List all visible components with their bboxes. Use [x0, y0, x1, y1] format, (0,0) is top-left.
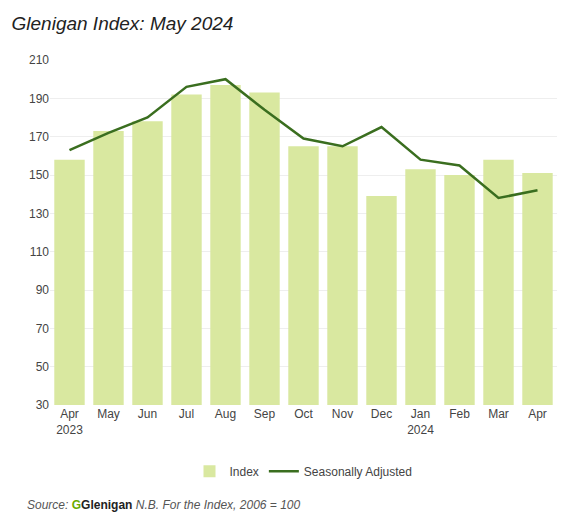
- svg-text:Aug: Aug: [215, 407, 236, 421]
- svg-text:Nov: Nov: [332, 407, 353, 421]
- svg-text:110: 110: [30, 245, 49, 259]
- svg-text:Source: GGlenigan N.B. For the: Source: GGlenigan N.B. For the Index, 20…: [27, 498, 300, 512]
- svg-text:Feb: Feb: [449, 407, 470, 421]
- svg-text:Sep: Sep: [254, 407, 276, 421]
- svg-text:150: 150: [29, 168, 49, 182]
- svg-text:210: 210: [29, 53, 49, 67]
- svg-text:Apr2023: Apr2023: [56, 407, 83, 437]
- svg-text:Seasonally Adjusted: Seasonally Adjusted: [304, 465, 412, 479]
- svg-text:50: 50: [36, 360, 50, 374]
- svg-text:Jan2024: Jan2024: [407, 407, 434, 437]
- svg-text:Glenigan Index: May 2024: Glenigan Index: May 2024: [12, 13, 234, 34]
- svg-text:190: 190: [29, 92, 49, 106]
- svg-text:170: 170: [29, 130, 49, 144]
- svg-text:May: May: [97, 407, 120, 421]
- svg-text:Oct: Oct: [294, 407, 313, 421]
- svg-text:Apr: Apr: [528, 407, 547, 421]
- svg-text:Index: Index: [230, 465, 259, 479]
- svg-text:30: 30: [36, 398, 50, 412]
- svg-text:Mar: Mar: [488, 407, 509, 421]
- svg-text:70: 70: [36, 322, 50, 336]
- svg-text:Jun: Jun: [138, 407, 157, 421]
- svg-text:Jul: Jul: [179, 407, 194, 421]
- svg-text:130: 130: [29, 207, 49, 221]
- svg-text:Dec: Dec: [371, 407, 392, 421]
- svg-text:90: 90: [36, 283, 50, 297]
